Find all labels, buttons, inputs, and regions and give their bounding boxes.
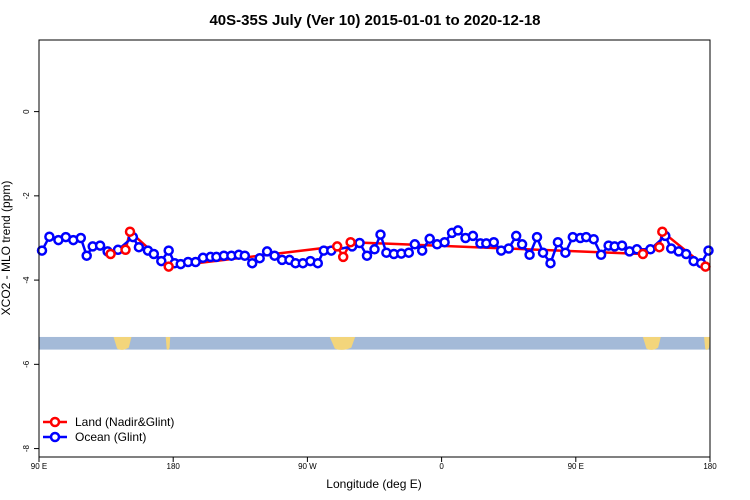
data-point	[337, 251, 349, 263]
data-point	[467, 230, 479, 242]
data-point	[637, 248, 649, 260]
data-point	[156, 255, 167, 267]
data-point	[163, 245, 174, 256]
plot-frame	[38, 39, 711, 458]
data-point	[439, 236, 450, 248]
data-point	[44, 231, 55, 242]
x-axis-label: Longitude (deg E)	[326, 477, 421, 491]
x-tick-label: 90 E	[31, 462, 47, 471]
data-point	[503, 243, 514, 254]
x-tick-label: 90 E	[568, 462, 584, 471]
data-point	[403, 247, 415, 258]
data-point	[552, 236, 564, 248]
data-point	[654, 241, 665, 253]
land-patch	[329, 336, 356, 350]
y-axis: 0 -2 -4 -6 -8	[22, 109, 39, 452]
data-point	[452, 225, 464, 236]
data-point	[516, 239, 528, 250]
land-patch	[704, 336, 710, 350]
data-point	[163, 261, 174, 272]
data-point	[81, 250, 92, 261]
y-tick-label: 0	[22, 109, 31, 114]
data-point	[312, 257, 324, 269]
legend-swatch-marker	[49, 431, 61, 443]
land-layer	[39, 336, 710, 350]
data-point	[369, 244, 380, 255]
land-patch	[165, 336, 171, 350]
data-point	[148, 248, 160, 260]
x-tick-label: 90 W	[298, 462, 317, 471]
data-point	[524, 249, 535, 261]
data-point	[488, 236, 500, 248]
data-point	[75, 232, 87, 244]
series-layer	[36, 225, 714, 272]
land-patch	[642, 336, 661, 350]
data-point	[409, 239, 421, 250]
data-point	[510, 230, 522, 242]
x-tick-label: 180	[167, 462, 181, 471]
data-point	[680, 248, 692, 260]
data-point	[261, 246, 273, 257]
data-point	[94, 240, 106, 251]
data-point	[190, 256, 201, 268]
land-patch	[113, 336, 132, 350]
data-point	[239, 250, 251, 261]
data-point	[657, 226, 668, 237]
data-point	[645, 244, 656, 255]
data-point	[361, 250, 373, 261]
data-point	[105, 248, 116, 260]
y-tick-label: -2	[22, 192, 31, 200]
data-point	[375, 229, 386, 240]
data-point	[545, 257, 556, 269]
x-tick-label: 0	[439, 462, 444, 471]
legend-swatch-marker	[49, 416, 61, 428]
y-tick-label: -8	[22, 444, 31, 452]
data-point	[537, 247, 549, 258]
data-point	[345, 236, 356, 248]
y-tick-label: -4	[22, 276, 31, 284]
data-point	[700, 261, 711, 272]
x-tick-label: 180	[703, 462, 717, 471]
data-point	[616, 240, 628, 251]
chart-title: 40S-35S July (Ver 10) 2015-01-01 to 2020…	[209, 12, 540, 29]
ocean-band	[39, 336, 710, 350]
y-tick-label: -6	[22, 360, 31, 368]
legend-label: Land (Nadir&Glint)	[75, 415, 174, 429]
data-point	[703, 245, 714, 256]
legend-label: Ocean (Glint)	[75, 430, 146, 444]
data-point	[416, 245, 428, 256]
data-point	[124, 226, 136, 237]
data-point	[269, 250, 280, 261]
data-point	[120, 244, 131, 256]
data-point	[36, 245, 48, 256]
x-axis: 90 E 180 90 W 0 90 E 180	[31, 457, 717, 471]
data-point	[331, 241, 343, 252]
data-point	[588, 233, 599, 245]
data-point	[424, 233, 435, 245]
data-point	[354, 237, 365, 249]
data-point	[560, 247, 571, 258]
data-point	[531, 231, 543, 243]
legend: Land (Nadir&Glint)Ocean (Glint)	[43, 415, 174, 444]
data-point	[246, 257, 258, 269]
data-point	[133, 241, 145, 253]
data-point	[254, 252, 265, 264]
data-point	[595, 249, 607, 261]
y-axis-label: XCO2 - MLO trend (ppm)	[0, 181, 13, 316]
